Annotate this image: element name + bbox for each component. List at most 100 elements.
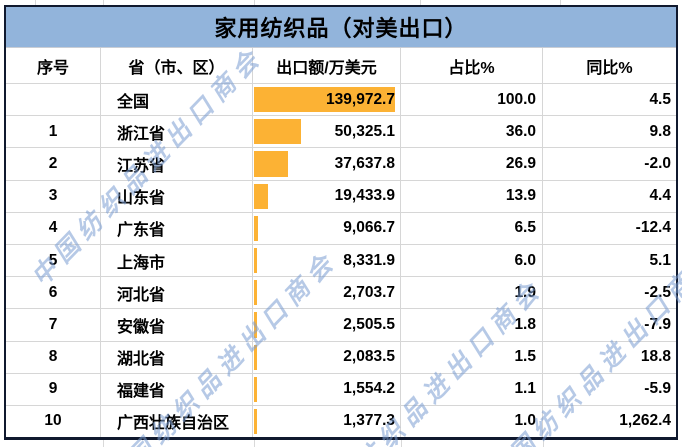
cell-province: 上海市	[101, 244, 253, 277]
table-row: 10 广西壮族自治区 1,377.3 1.0 1,262.4	[6, 405, 676, 438]
table-row: 全国 139,972.7 100.0 4.5	[6, 84, 676, 117]
gridline-stub	[543, 438, 544, 447]
value-bar	[254, 183, 269, 209]
value-label: 2,505.5	[343, 315, 395, 333]
export-table: 家用纺织品（对美出口） 序号 省（市、区） 出口额/万美元 占比% 同比% 全国…	[4, 5, 678, 440]
table-row: 7 安徽省 2,505.5 1.8 -7.9	[6, 309, 676, 342]
gridline-stub	[35, 0, 36, 5]
value-bar	[254, 280, 257, 306]
cell-value: 1,554.2	[253, 373, 401, 405]
value-label: 1,377.3	[343, 412, 395, 430]
cell-yoy: -2.0	[644, 154, 671, 172]
value-label: 1,554.2	[343, 380, 395, 398]
cell-share: 6.5	[401, 212, 543, 244]
gridline-stub	[254, 0, 255, 5]
value-label: 8,331.9	[343, 251, 395, 269]
value-bar	[254, 215, 258, 241]
cell-share: 1.8	[401, 309, 543, 341]
cell-province: 浙江省	[101, 116, 253, 148]
table-row: 5 上海市 8,331.9 6.0 5.1	[6, 244, 676, 278]
gridline-stub	[103, 0, 104, 5]
value-label: 50,325.1	[334, 122, 395, 140]
header-seq: 序号	[6, 48, 101, 83]
value-bar	[254, 247, 257, 274]
value-label: 2,703.7	[343, 283, 395, 301]
cell-value: 2,505.5	[253, 309, 401, 341]
value-bar	[254, 151, 288, 177]
cell-province: 安徽省	[101, 309, 253, 341]
cell-yoy: -7.9	[644, 315, 671, 333]
table-row: 8 湖北省 2,083.5 1.5 18.8	[6, 341, 676, 374]
cell-yoy: 1,262.4	[619, 412, 671, 430]
gridline-stub	[103, 438, 104, 447]
cell-yoy: -5.9	[644, 380, 671, 398]
cell-share: 36.0	[401, 116, 543, 148]
gridline-stub	[401, 438, 402, 447]
cell-seq: 7	[6, 309, 101, 341]
cell-yoy: 4.4	[649, 187, 671, 205]
gridline-stub	[560, 0, 561, 5]
header-yoy: 同比%	[586, 59, 633, 77]
cell-share: 1.5	[401, 341, 543, 373]
value-bar	[254, 119, 301, 145]
value-label: 9,066.7	[343, 219, 395, 237]
cell-province: 河北省	[101, 277, 253, 309]
header-province: 省（市、区）	[101, 48, 253, 83]
cell-share: 100.0	[401, 84, 543, 116]
cell-share: 1.1	[401, 373, 543, 405]
table-row: 3 山东省 19,433.9 13.9 4.4	[6, 180, 676, 213]
cell-value: 2,703.7	[253, 277, 401, 309]
cell-value: 2,083.5	[253, 341, 401, 373]
cell-value: 9,066.7	[253, 212, 401, 244]
cell-seq	[6, 84, 101, 116]
cell-province: 江苏省	[101, 148, 253, 180]
cell-yoy: -2.5	[644, 283, 671, 301]
value-bar	[254, 408, 257, 435]
header-share: 占比%	[401, 48, 543, 83]
cell-province: 广东省	[101, 212, 253, 244]
value-bar	[254, 312, 257, 338]
cell-province: 福建省	[101, 373, 253, 405]
cell-share: 1.0	[401, 405, 543, 438]
value-label: 37,637.8	[334, 154, 395, 172]
value-label: 19,433.9	[334, 187, 395, 205]
table-row: 4 广东省 9,066.7 6.5 -12.4	[6, 212, 676, 245]
cell-share: 26.9	[401, 148, 543, 180]
cell-value: 8,331.9	[253, 244, 401, 277]
value-bar	[254, 344, 257, 370]
value-label: 139,972.7	[326, 90, 395, 108]
value-bar	[254, 87, 395, 113]
gridline-stub	[420, 0, 421, 5]
cell-seq: 3	[6, 180, 101, 212]
cell-seq: 4	[6, 212, 101, 244]
table-body: 全国 139,972.7 100.0 4.5 1 浙江省 50,325.1 36…	[6, 84, 676, 438]
cell-seq: 6	[6, 277, 101, 309]
cell-value: 139,972.7	[253, 84, 401, 116]
header-row: 序号 省（市、区） 出口额/万美元 占比% 同比%	[6, 48, 676, 84]
cell-seq: 1	[6, 116, 101, 148]
cell-share: 1.9	[401, 277, 543, 309]
cell-seq: 2	[6, 148, 101, 180]
cell-yoy: 18.8	[640, 348, 671, 366]
cell-yoy: -12.4	[635, 219, 671, 237]
cell-value: 37,637.8	[253, 148, 401, 180]
cell-seq: 8	[6, 341, 101, 373]
cell-province: 山东省	[101, 180, 253, 212]
cell-province: 广西壮族自治区	[101, 405, 253, 438]
value-bar	[254, 376, 257, 402]
table-title: 家用纺织品（对美出口）	[6, 7, 676, 48]
cell-seq: 9	[6, 373, 101, 405]
gridline-stub	[254, 438, 255, 447]
cell-seq: 5	[6, 244, 101, 277]
cell-share: 13.9	[401, 180, 543, 212]
cell-value: 1,377.3	[253, 405, 401, 438]
cell-seq: 10	[6, 405, 101, 438]
cell-yoy: 4.5	[649, 90, 671, 108]
table-row: 6 河北省 2,703.7 1.9 -2.5	[6, 277, 676, 310]
value-label: 2,083.5	[343, 348, 395, 366]
cell-share: 6.0	[401, 244, 543, 277]
cell-value: 50,325.1	[253, 116, 401, 148]
header-value: 出口额/万美元	[253, 48, 401, 83]
table-row: 9 福建省 1,554.2 1.1 -5.9	[6, 373, 676, 406]
